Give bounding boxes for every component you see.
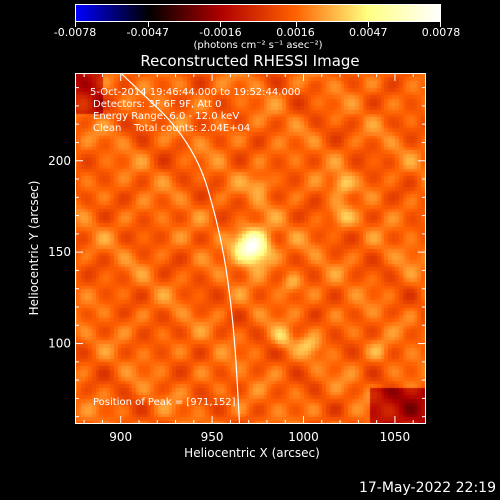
x-tick-label: 900: [109, 430, 132, 444]
colorbar-units: (photons cm⁻² s⁻¹ asec⁻²): [193, 40, 323, 51]
x-tick-label: 1050: [380, 430, 411, 444]
y-tick-label: 200: [48, 154, 71, 168]
colorbar-tick-label: -0.0016: [199, 26, 242, 39]
chart-title: Reconstructed RHESSI Image: [140, 52, 360, 70]
x-axis-title: Heliocentric X (arcsec): [184, 446, 320, 460]
timestamp: 17-May-2022 22:19: [358, 480, 496, 496]
colorbar-tick-label: 0.0078: [421, 26, 461, 39]
colorbar-tick: [296, 22, 297, 27]
colorbar-tick: [148, 22, 149, 27]
info-energy: Energy Range: 6.0 - 12.0 keV: [93, 111, 240, 122]
colorbar-tick: [368, 22, 369, 27]
y-tick-label: 150: [48, 245, 71, 259]
colorbar-tick-label: -0.0078: [53, 26, 97, 39]
colorbar-tick: [440, 22, 441, 27]
y-tick-label: 100: [48, 337, 71, 351]
solar-limb-svg: [120, 73, 241, 424]
colorbar-ticks: [75, 22, 441, 27]
colorbar-tick: [75, 22, 76, 27]
info-peak-position: Position of Peak = [971,152]: [93, 397, 236, 408]
info-time-range: 5-Oct-2014 19:46:44.000 to 19:52:44.000: [90, 87, 301, 98]
colorbar-tick-label: 0.0047: [349, 26, 388, 39]
x-tick-label: 950: [201, 430, 224, 444]
info-detectors: Detectors: 3F 6F 9F, Att 0: [93, 99, 222, 110]
info-clean: Clean Total counts: 2.04E+04: [93, 123, 251, 134]
colorbar-tick-label: 0.0016: [276, 26, 315, 39]
x-tick-label: 1000: [288, 430, 319, 444]
heatmap-image: [75, 73, 426, 424]
solar-limb-line: [120, 73, 241, 424]
colorbar: [75, 4, 441, 27]
plot-area[interactable]: [75, 73, 426, 424]
y-axis-title: Heliocentric Y (arcsec): [27, 181, 41, 316]
colorbar-tick-label: -0.0047: [126, 26, 169, 39]
colorbar-tick: [220, 22, 221, 27]
colorbar-gradient: [75, 4, 441, 22]
